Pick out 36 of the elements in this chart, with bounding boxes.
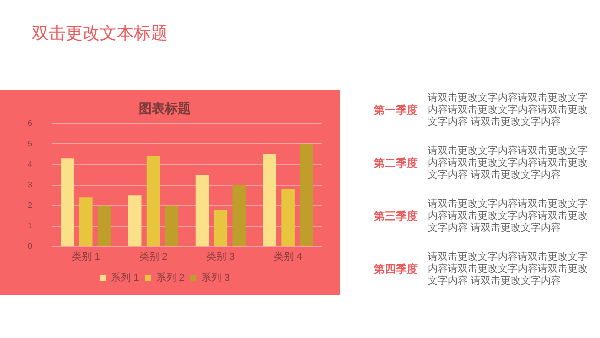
text: 第三季度 bbox=[374, 209, 419, 224]
bar bbox=[80, 198, 93, 246]
bar bbox=[128, 196, 142, 246]
bar bbox=[232, 185, 246, 246]
legend-label: 系列 1 bbox=[110, 272, 140, 284]
text: 第一季度 bbox=[374, 103, 419, 118]
y-tick-label: 3 bbox=[28, 180, 33, 190]
x-tick-label: 类别 2 bbox=[139, 250, 168, 263]
x-tick-label: 类别 1 bbox=[72, 250, 101, 263]
text: 第四季度 bbox=[374, 262, 419, 277]
bar bbox=[146, 156, 160, 246]
bar bbox=[61, 158, 74, 246]
text: 请双击更改文字内容请双击更改文字内容请双击更改文字内容请双击更改文字内容 请双击更改文字内容 bbox=[428, 198, 589, 234]
bar bbox=[165, 206, 179, 246]
legend-label: 系列 2 bbox=[156, 272, 186, 284]
y-tick-label: 0 bbox=[28, 242, 33, 252]
text: 请双击更改文字内容请双击更改文字内容请双击更改文字内容请双击更改文字内容 请双击更改文字内容 bbox=[428, 252, 589, 288]
bar bbox=[214, 210, 228, 246]
legend-label: 系列 3 bbox=[202, 272, 230, 284]
y-tick-label: 2 bbox=[28, 201, 33, 210]
bar bbox=[98, 206, 112, 246]
y-tick-label: 5 bbox=[28, 139, 33, 148]
bar bbox=[196, 175, 210, 246]
bar bbox=[282, 189, 295, 246]
x-tick-label: 类别 4 bbox=[274, 250, 303, 263]
text: 第二季度 bbox=[374, 156, 419, 171]
bar bbox=[300, 144, 314, 246]
x-tick-label: 类别 3 bbox=[206, 250, 236, 263]
y-tick-label: 6 bbox=[28, 118, 33, 128]
y-tick-label: 1 bbox=[28, 222, 33, 231]
text: 请双击更改文字内容请双击更改文字内容请双击更改文字内容请双击更改文字内容 请双击更改文字内容 bbox=[428, 92, 589, 128]
chart-title: 图表标题 bbox=[139, 102, 191, 118]
text: 请双击更改文字内容请双击更改文字内容请双击更改文字内容请双击更改文字内容 请双击更改文字内容 bbox=[428, 146, 589, 182]
text: 双击更改文本标题 bbox=[32, 23, 168, 45]
y-tick-label: 4 bbox=[28, 160, 33, 169]
bar bbox=[263, 154, 277, 246]
